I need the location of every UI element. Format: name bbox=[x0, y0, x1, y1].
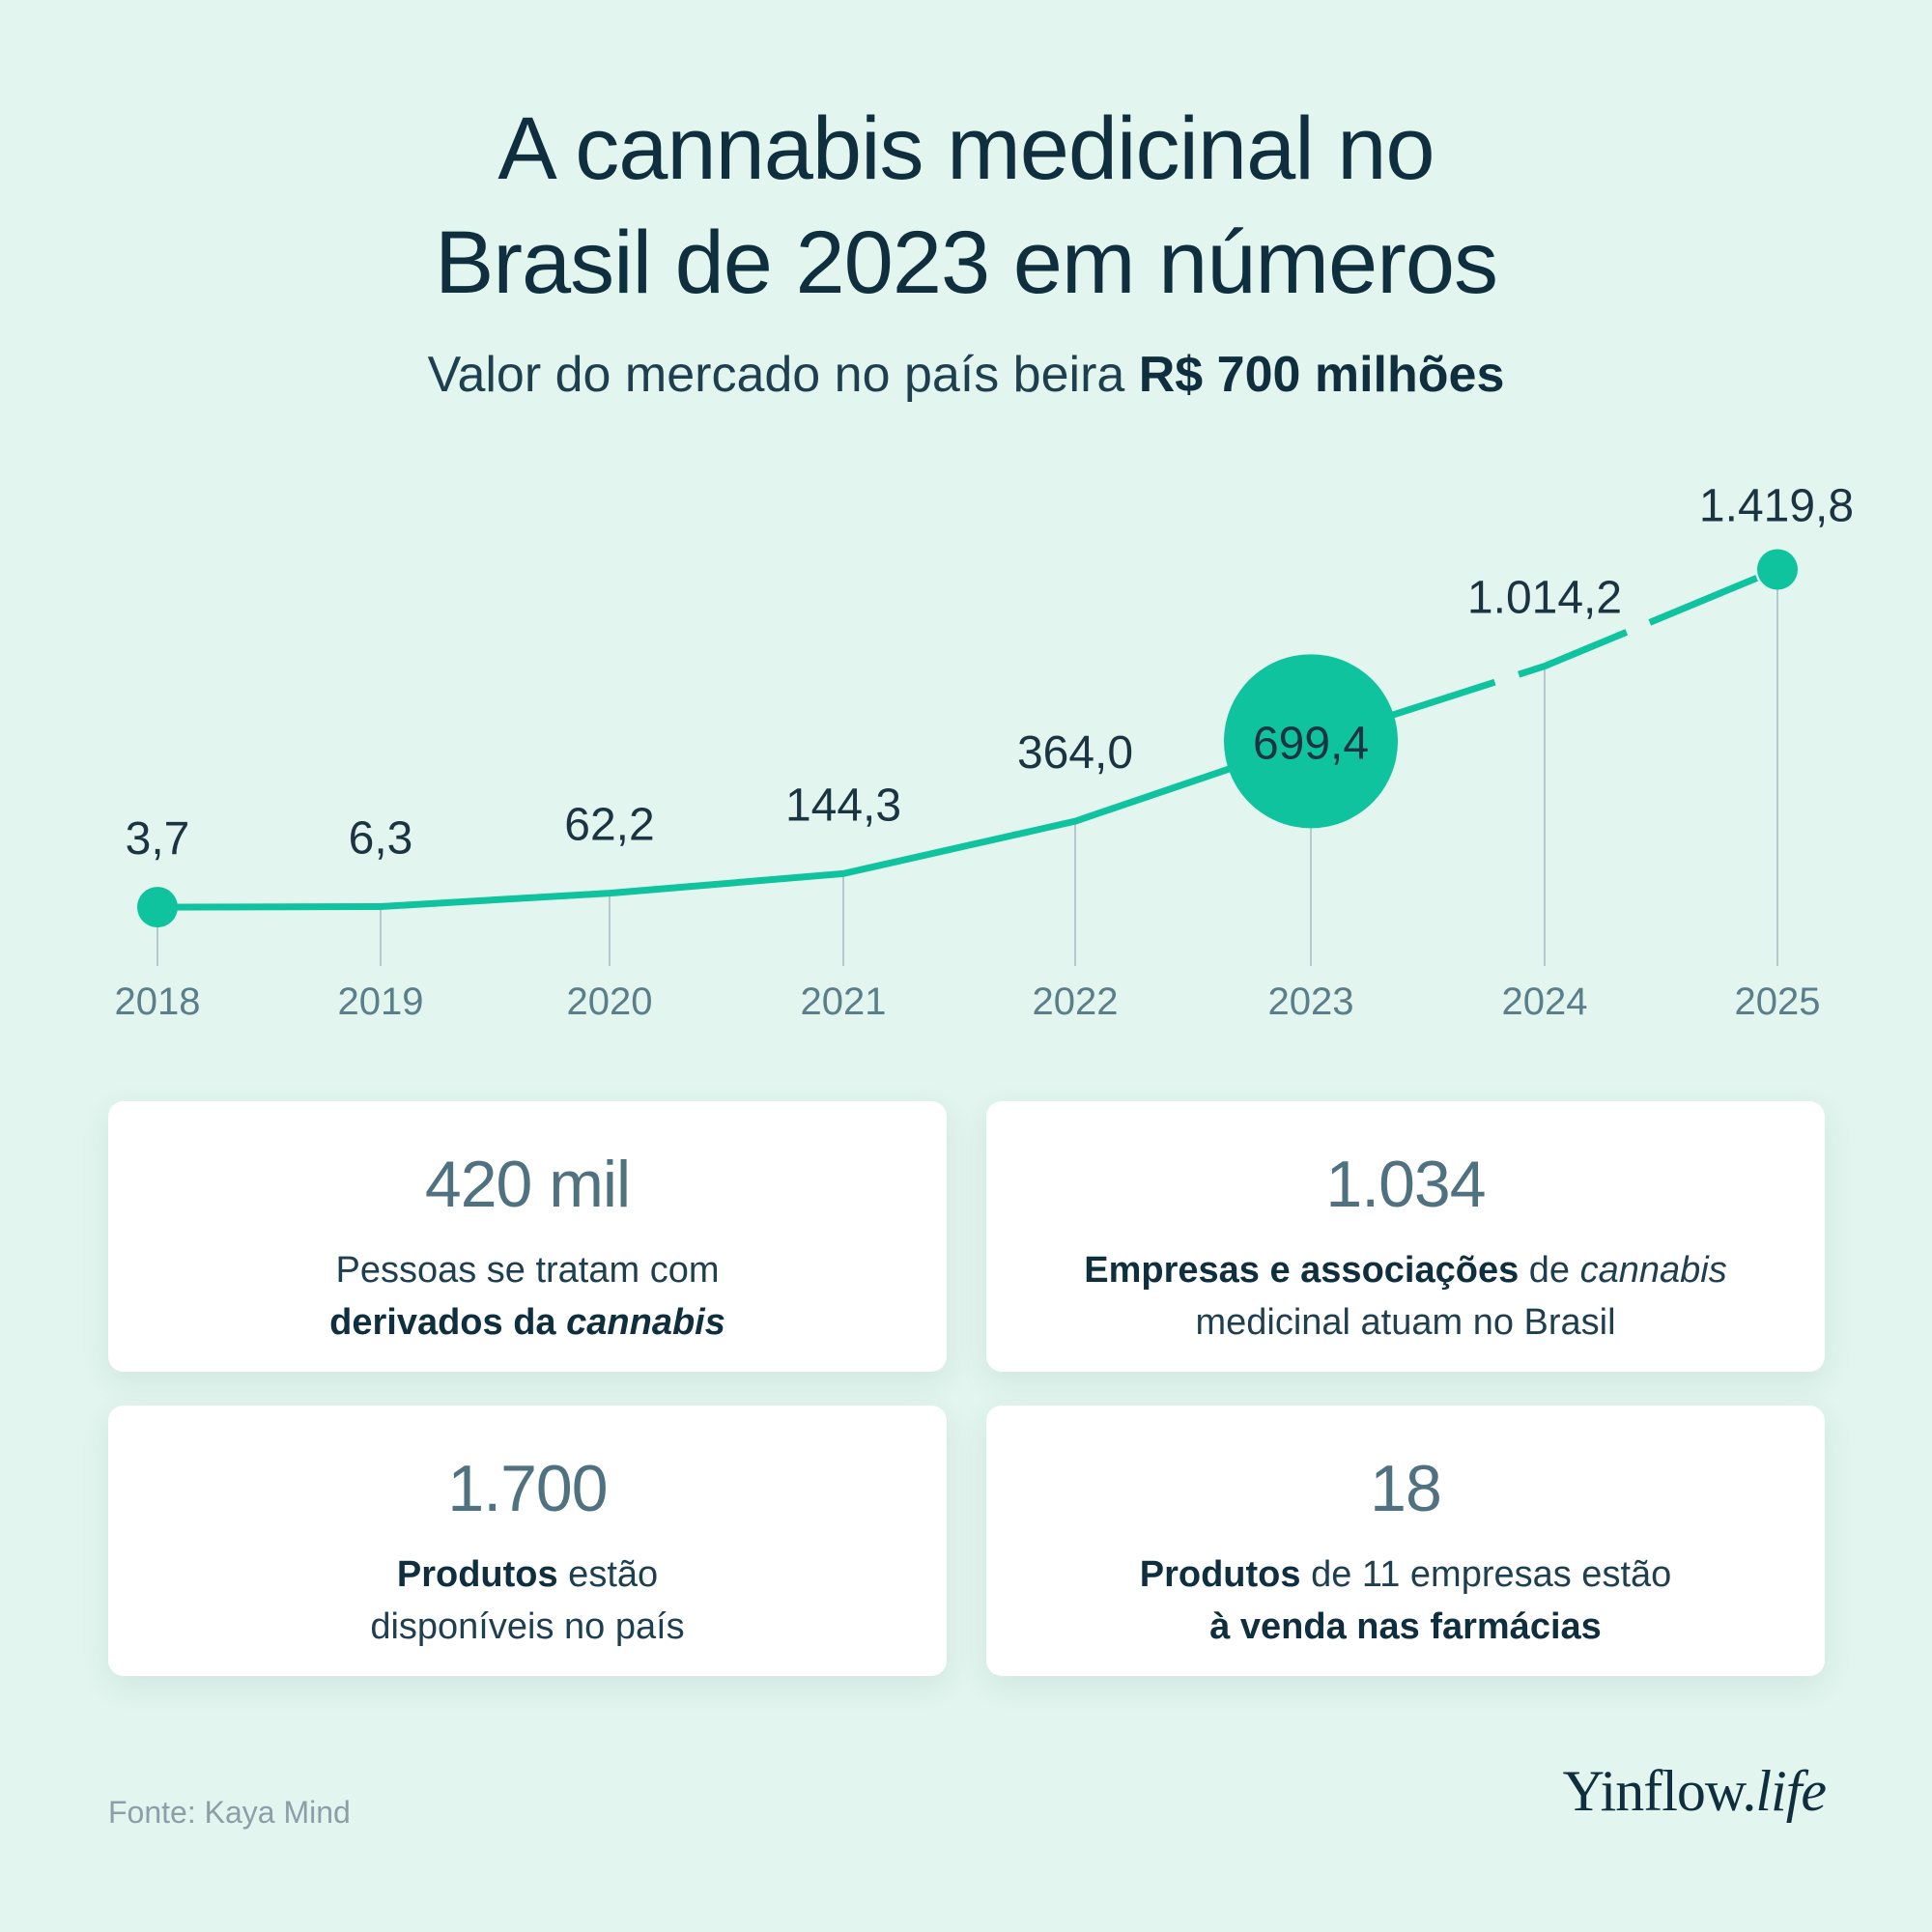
logo-italic: life bbox=[1755, 1759, 1827, 1823]
stat-description: Produtos de 11 empresas estão à venda na… bbox=[986, 1548, 1825, 1653]
stat-number: 18 bbox=[1370, 1452, 1442, 1525]
data-label-2022: 364,0 bbox=[1017, 727, 1133, 779]
stat-text-bold: Produtos bbox=[1139, 1554, 1301, 1595]
stat-number: 1.034 bbox=[1325, 1148, 1486, 1221]
page-subtitle: Valor do mercado no país beira R$ 700 mi… bbox=[0, 346, 1932, 404]
stat-text-bold: derivados da bbox=[329, 1302, 567, 1343]
data-point-2018 bbox=[137, 887, 178, 928]
data-label-2025: 1.419,8 bbox=[1699, 480, 1854, 531]
logo-main: Yinflow. bbox=[1562, 1759, 1757, 1823]
stat-card-pharmacy-products: 18 Produtos de 11 empresas estão à venda… bbox=[986, 1406, 1825, 1676]
stat-number: 420 mil bbox=[424, 1148, 631, 1221]
stat-description: Empresas e associações de cannabis medic… bbox=[986, 1244, 1825, 1349]
data-point-2025 bbox=[1757, 549, 1798, 590]
highlight-point-2023 bbox=[1224, 654, 1398, 829]
title-line-1: A cannabis medicinal no bbox=[497, 99, 1435, 198]
stat-card-patients: 420 mil Pessoas se tratam com derivados … bbox=[108, 1101, 947, 1372]
subtitle-text: Valor do mercado no país beira bbox=[427, 347, 1139, 403]
title-line-2: Brasil de 2023 em números bbox=[434, 213, 1498, 312]
x-tick-label-2023: 2023 bbox=[1268, 980, 1354, 1023]
stat-text: de bbox=[1519, 1250, 1580, 1291]
stat-description: Produtos estão disponíveis no país bbox=[108, 1548, 947, 1653]
x-tick-label-2025: 2025 bbox=[1735, 980, 1821, 1023]
x-tick-label-2024: 2024 bbox=[1502, 980, 1588, 1023]
x-tick-label-2022: 2022 bbox=[1033, 980, 1119, 1023]
stat-text: disponíveis no país bbox=[370, 1606, 685, 1647]
data-label-2018: 3,7 bbox=[126, 813, 190, 865]
source-note: Fonte: Kaya Mind bbox=[108, 1795, 351, 1830]
x-tick-label-2020: 2020 bbox=[567, 980, 653, 1023]
stat-number: 1.700 bbox=[447, 1452, 608, 1525]
data-label-2019: 6,3 bbox=[349, 812, 413, 864]
stat-text: Pessoas se tratam com bbox=[335, 1250, 720, 1291]
stat-text: estão bbox=[557, 1554, 659, 1595]
stat-text-bold: à venda nas farmácias bbox=[1209, 1606, 1602, 1647]
series-line-actual bbox=[156, 738, 1313, 911]
stat-text-bold-italic: cannabis bbox=[566, 1302, 725, 1343]
x-tick-label-2018: 2018 bbox=[115, 980, 201, 1023]
stat-description: Pessoas se tratam com derivados da canna… bbox=[108, 1244, 947, 1349]
data-label-2020: 62,2 bbox=[564, 800, 654, 851]
market-value-line-chart: 3,7 6,3 62,2 144,3 364,0 699,4 1.014,2 1.419,8 2… bbox=[115, 480, 1855, 1023]
stat-text: medicinal atuam no Brasil bbox=[1195, 1302, 1616, 1343]
data-label-2023: 699,4 bbox=[1253, 718, 1369, 769]
stat-card-companies: 1.034 Empresas e associações de cannabis… bbox=[986, 1101, 1825, 1372]
page-title: A cannabis medicinal no Brasil de 2023 e… bbox=[0, 92, 1932, 320]
data-label-2024: 1.014,2 bbox=[1467, 573, 1622, 624]
stat-text-bold: Produtos bbox=[396, 1554, 558, 1595]
x-tick-label-2021: 2021 bbox=[801, 980, 887, 1023]
brand-logo: Yinflow.life bbox=[1562, 1758, 1827, 1825]
stat-text-bold: Empresas e associações bbox=[1084, 1250, 1520, 1291]
stat-card-products: 1.700 Produtos estão disponíveis no país bbox=[108, 1406, 947, 1676]
data-label-2021: 144,3 bbox=[785, 780, 901, 831]
x-tick-label-2019: 2019 bbox=[338, 980, 424, 1023]
subtitle-highlight: R$ 700 milhões bbox=[1138, 347, 1505, 403]
stat-text: de 11 empresas estão bbox=[1300, 1554, 1672, 1595]
stat-text-italic: cannabis bbox=[1579, 1250, 1727, 1291]
